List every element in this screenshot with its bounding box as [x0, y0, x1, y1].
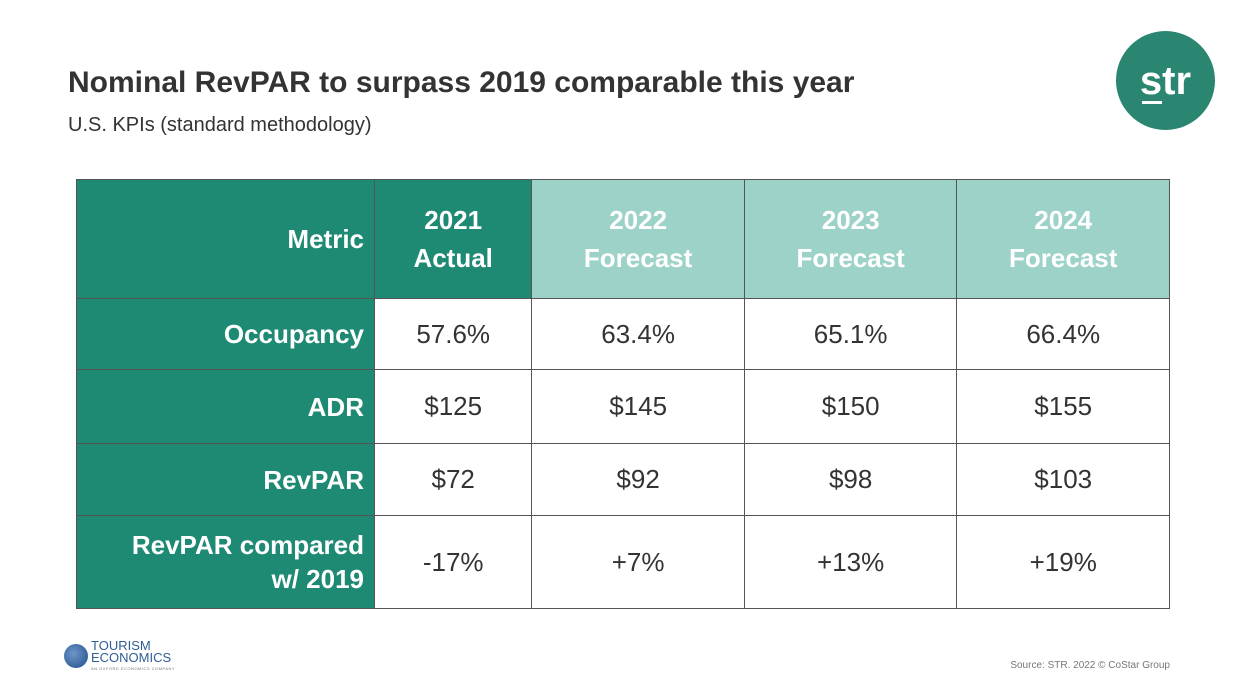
row-label: ADR: [76, 369, 375, 444]
cell: +13%: [743, 515, 958, 609]
header-2021: 2021 Actual: [373, 179, 533, 299]
cell: 57.6%: [373, 298, 533, 370]
cell: +19%: [956, 515, 1170, 609]
source-note: Source: STR. 2022 © CoStar Group: [1010, 660, 1170, 671]
kpi-table: Metric 2021 Actual 2022 Forecast 2023 Forec…: [76, 179, 1170, 609]
cell: $98: [743, 443, 958, 516]
header-2023: 2023 Forecast: [743, 179, 958, 299]
header-2022: 2022 Forecast: [531, 179, 745, 299]
cell: 66.4%: [956, 298, 1170, 370]
cell: $92: [531, 443, 745, 516]
page-title: Nominal RevPAR to surpass 2019 comparabl…: [68, 66, 855, 99]
cell: $150: [743, 369, 958, 444]
cell: $155: [956, 369, 1170, 444]
globe-icon: [64, 643, 88, 668]
cell: 63.4%: [531, 298, 745, 370]
cell: $72: [373, 443, 533, 516]
table-row: RevPAR compared w/ 2019 -17% +7% +13% +19…: [76, 515, 1170, 609]
table-row: ADR $125 $145 $150 $155: [76, 369, 1170, 444]
row-label: RevPAR: [76, 443, 375, 516]
cell: $103: [956, 443, 1170, 516]
table-header-row: Metric 2021 Actual 2022 Forecast 2023 Forec…: [76, 179, 1170, 299]
table-row: Occupancy 57.6% 63.4% 65.1% 66.4%: [76, 298, 1170, 370]
cell: -17%: [373, 515, 533, 609]
row-label: RevPAR compared w/ 2019: [76, 515, 375, 609]
cell: +7%: [531, 515, 745, 609]
table-row: RevPAR $72 $92 $98 $103: [76, 443, 1170, 516]
cell: $145: [531, 369, 745, 444]
row-label: Occupancy: [76, 298, 375, 370]
str-logo: str: [1116, 31, 1215, 130]
cell: 65.1%: [743, 298, 958, 370]
header-metric: Metric: [76, 179, 375, 299]
page-subtitle: U.S. KPIs (standard methodology): [68, 114, 372, 136]
tourism-economics-logo: TOURISM ECONOMICS AN OXFORD ECONOMICS COMP…: [64, 639, 175, 671]
cell: $125: [373, 369, 533, 444]
header-2024: 2024 Forecast: [956, 179, 1170, 299]
